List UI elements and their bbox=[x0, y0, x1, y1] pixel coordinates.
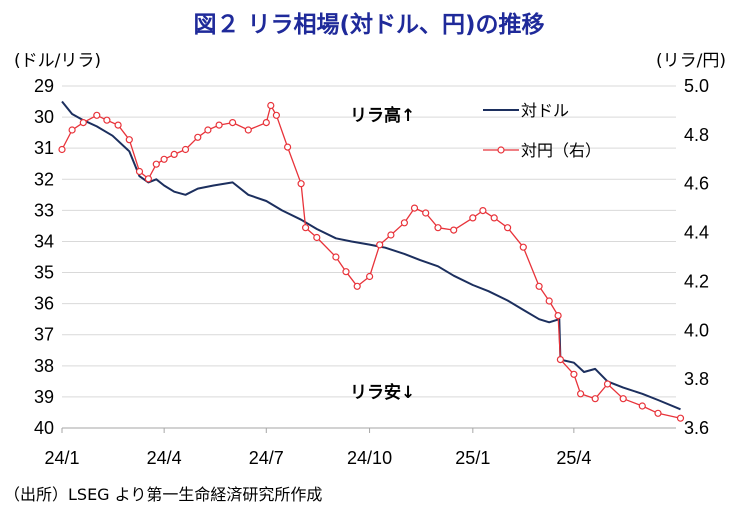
jpy-point bbox=[366, 272, 374, 281]
annotation-lira-strong: リラ高↑ bbox=[350, 105, 415, 126]
left-tick-label: 30 bbox=[34, 107, 54, 127]
x-tick-label: 25/1 bbox=[455, 448, 490, 468]
gridlines bbox=[62, 85, 676, 429]
right-tick-label: 3.6 bbox=[684, 418, 709, 438]
x-axis: 24/1 24/4 24/7 24/10 25/1 25/4 bbox=[44, 427, 676, 468]
annotation-lira-weak: リラ安↓ bbox=[350, 382, 415, 403]
jpy-point bbox=[68, 126, 76, 134]
x-tick-label: 24/1 bbox=[44, 448, 79, 468]
jpy-point bbox=[676, 414, 685, 422]
jpy-point bbox=[144, 175, 152, 183]
jpy-point bbox=[204, 126, 212, 134]
x-tick-label: 24/4 bbox=[147, 448, 182, 468]
jpy-point bbox=[490, 214, 498, 222]
jpy-point bbox=[603, 380, 612, 388]
jpy-point bbox=[297, 180, 305, 188]
jpy-point bbox=[434, 224, 442, 232]
left-tick-label: 34 bbox=[34, 231, 54, 251]
legend-usd-label: 対ドル bbox=[521, 101, 569, 120]
legend: 対ドル 対円（右） bbox=[483, 101, 601, 160]
jpy-point bbox=[422, 209, 430, 217]
jpy-point bbox=[570, 370, 578, 378]
jpy-point bbox=[654, 409, 662, 417]
jpy-point bbox=[479, 207, 487, 215]
left-tick-label: 37 bbox=[34, 325, 54, 345]
jpy-point bbox=[170, 150, 178, 158]
x-tick-label: 24/7 bbox=[249, 448, 284, 468]
jpy-point bbox=[554, 312, 562, 320]
right-tick-label: 3.8 bbox=[684, 369, 709, 389]
series-lines bbox=[58, 100, 685, 422]
left-tick-label: 36 bbox=[34, 294, 54, 314]
jpy-point bbox=[262, 118, 270, 127]
jpy-point bbox=[638, 402, 646, 410]
jpy-point bbox=[229, 118, 237, 127]
jpy-point bbox=[469, 214, 477, 222]
jpy-point bbox=[387, 231, 395, 239]
jpy-point bbox=[272, 111, 280, 119]
jpy-point bbox=[284, 143, 292, 151]
left-tick-label: 40 bbox=[34, 418, 54, 438]
right-axis-ticks: 5.0 4.8 4.6 4.4 4.2 4.0 3.8 3.6 bbox=[684, 76, 709, 438]
jpy-point bbox=[302, 224, 310, 232]
jpy-point bbox=[114, 121, 122, 129]
left-tick-label: 29 bbox=[34, 76, 54, 96]
left-tick-label: 33 bbox=[34, 200, 54, 220]
jpy-point bbox=[353, 282, 361, 290]
jpy-point bbox=[103, 116, 111, 124]
jpy-point bbox=[619, 395, 627, 403]
right-axis-unit: (リラ/円) bbox=[656, 51, 726, 71]
jpy-point bbox=[591, 395, 599, 403]
jpy-point bbox=[504, 224, 512, 232]
jpy-point bbox=[58, 145, 66, 154]
jpy-point bbox=[400, 219, 408, 227]
right-tick-label: 5.0 bbox=[684, 76, 709, 96]
jpy-point bbox=[215, 121, 223, 129]
right-tick-label: 4.0 bbox=[684, 320, 709, 340]
jpy-point bbox=[519, 243, 527, 251]
jpy-point bbox=[267, 101, 275, 110]
jpy-point bbox=[450, 226, 458, 234]
right-tick-label: 4.4 bbox=[684, 223, 709, 243]
jpy-point bbox=[135, 167, 144, 176]
left-tick-label: 39 bbox=[34, 387, 54, 407]
left-axis-ticks: 29 30 31 32 33 34 35 36 37 38 39 40 bbox=[34, 76, 54, 438]
jpy-point bbox=[576, 390, 585, 398]
jpy-point bbox=[194, 133, 202, 141]
left-tick-label: 35 bbox=[34, 263, 54, 283]
jpy-point bbox=[535, 282, 543, 290]
legend-jpy-marker bbox=[497, 146, 505, 154]
right-tick-label: 4.6 bbox=[684, 174, 709, 194]
x-tick-label: 25/4 bbox=[556, 448, 591, 468]
left-tick-label: 31 bbox=[34, 138, 54, 158]
jpy-point bbox=[556, 356, 565, 364]
jpy-point bbox=[93, 111, 101, 119]
left-tick-label: 32 bbox=[34, 169, 54, 189]
legend-jpy-label: 対円（右） bbox=[521, 141, 601, 160]
jpy-point bbox=[181, 145, 190, 154]
jpy-point bbox=[160, 155, 168, 163]
x-tick-label: 24/10 bbox=[347, 448, 392, 468]
chart-title: 図２ リラ相場(対ドル、円)の推移 bbox=[193, 12, 544, 38]
jpy-point bbox=[376, 241, 384, 249]
right-tick-label: 4.2 bbox=[684, 271, 709, 291]
jpy-point bbox=[313, 233, 321, 242]
jpy-point bbox=[79, 118, 87, 127]
source-note: （出所）LSEG より第一生命経済研究所作成 bbox=[4, 485, 322, 504]
left-tick-label: 38 bbox=[34, 356, 54, 376]
jpy-point bbox=[342, 268, 350, 276]
jpy-point bbox=[244, 126, 252, 134]
right-tick-label: 4.8 bbox=[684, 125, 709, 145]
jpy-point bbox=[332, 253, 340, 261]
jpy-point bbox=[545, 297, 553, 305]
left-axis-unit: (ドル/リラ) bbox=[14, 51, 101, 71]
jpy-point bbox=[410, 204, 419, 212]
jpy-point bbox=[125, 136, 133, 144]
jpy-point bbox=[152, 160, 160, 168]
